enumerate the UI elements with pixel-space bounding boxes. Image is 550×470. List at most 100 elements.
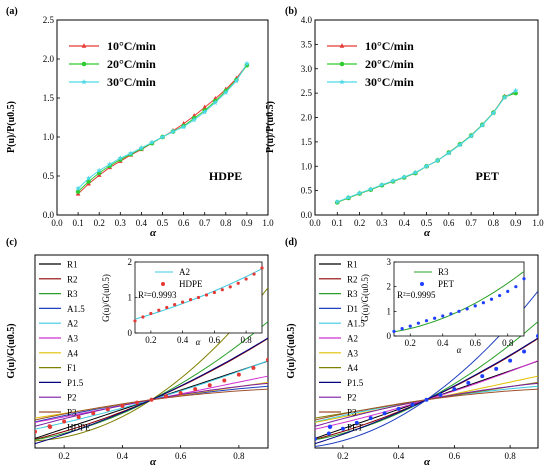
legend-marker-30°C/min [339,79,345,85]
x-axis-title-d: α [424,456,431,468]
inset-y-tick-label: 0 [128,328,133,338]
x-tick-label: 0.2 [94,218,105,228]
inset-legend-label: A2 [179,267,190,277]
inset-data-point-PET [408,324,412,328]
legend-label: 30°C/min [107,75,156,89]
data-point-PET [382,411,387,416]
data-point-30°C/min [233,77,240,84]
data-point-HDPE [193,387,198,392]
inset-x-tick-label: 0.6 [470,338,482,348]
inset-data-point-HDPE [173,303,177,307]
x-axis-title-a: α [150,227,157,239]
legend-label: A4 [347,363,358,373]
x-tick-label: 0.0 [309,218,321,228]
inset-legend-marker [161,282,165,286]
data-point-HDPE [35,429,37,434]
data-point-PET [480,374,485,379]
y-tick-label: 1.5 [301,137,313,147]
plot-frame-a [56,19,269,216]
data-point-30°C/min [85,175,92,181]
x-axis-title-c: α [150,456,157,468]
data-point-PET [410,402,415,407]
legend-label: HDPE [67,422,91,432]
inset-data-point-PET [522,277,526,281]
data-point-30°C/min [490,110,497,116]
inset-y-tick-label: 2 [128,257,133,267]
inset-data-point-PET [424,319,429,323]
y-tick-label: 0.5 [43,171,55,181]
x-tick-label: 0.9 [510,218,522,228]
series-line-10°C/min [337,91,516,203]
x-tick-label: 0.8 [220,218,232,228]
y-tick-label: 0.5 [301,186,313,196]
legend-label: A3 [347,348,358,358]
inset-x-tick-label: 0.2 [145,335,156,345]
inset-x-tick-label: 0.6 [209,335,221,345]
inset-data-point-HDPE [157,308,161,312]
inset-x-tick-label: 0.8 [502,338,514,348]
legend-marker-20°C/min [81,61,87,67]
data-point-30°C/min [159,134,166,140]
inset-data-point-PET [506,289,510,293]
series-line-30°C/min [337,90,516,203]
inset-data-point-PET [449,312,453,316]
legend-label: R2 [347,274,358,284]
x-tick-label: 0.5 [157,218,169,228]
y-tick-label: 2.5 [43,15,55,25]
data-point-HDPE [236,372,241,377]
x-axis-title-b: α [424,227,431,239]
inset-data-point-PET [392,329,396,333]
x-tick-label: 0.6 [175,451,187,461]
data-point-30°C/min [468,133,474,139]
plot-frame-b [314,19,539,216]
inset-legend-label: R3 [438,267,449,277]
x-tick-label: 0.1 [332,218,343,228]
y-tick-label: 1.0 [43,132,55,142]
x-tick-label: 0.3 [376,218,388,228]
inset-y-tick-label: 0 [387,331,392,341]
legend-d: R1 R2 R3 D1 A1.5 A2 A3 A4 P1.5 P2 P3 PET [319,260,365,432]
data-point-30°C/min [334,198,341,205]
y-axis-title-a: P(u)/P(u0.5) [6,101,17,153]
data-point-30°C/min [223,89,229,95]
legend-label: PET [347,422,364,432]
data-point-30°C/min [75,185,81,191]
data-point-HDPE [134,400,139,405]
data-point-10°C/min [202,104,207,110]
inset-y-axis-title: G(u)/G(u0.5) [101,274,111,322]
x-tick-label: 0.7 [465,218,477,228]
inset-data-point-HDPE [212,290,216,295]
inset-data-point-PET [498,293,502,298]
x-tick-label: 0.7 [199,218,211,228]
panel-label-a: (a) [6,6,18,17]
x-tick-label: 0.6 [449,451,461,461]
legend-c: R1 R2 R3 A1.5 A2 A3 A4 F1 P1.5 P2 P3 HDPE [39,260,91,432]
data-point-30°C/min [390,177,396,184]
inset-legend-label: HDPE [179,279,203,289]
panel-d: (d)0.2 0.4 0.6 0.8αG(u)/G(u0.5)R1R2R3D1A1.5… [285,237,539,468]
sample-annotation-b: PET [476,169,499,183]
inset-x-axis-title: α [196,337,201,347]
legend-a: 10°C/min 20°C/min 30°C/min [69,39,156,89]
inset-data-point-HDPE [228,285,232,289]
inset-data-point-PET [514,285,518,289]
data-point-30°C/min [244,60,250,67]
legend-label: A4 [67,348,78,358]
data-point-HDPE [62,419,67,424]
x-tick-label: 0.6 [443,218,455,228]
x-tick-label: 0.8 [233,451,245,461]
data-point-HDPE [266,357,268,362]
data-point-30°C/min [191,116,197,123]
data-point-HDPE [222,378,227,383]
legend-marker-20°C/min [339,61,345,67]
inset-x-tick-label: 0.8 [241,335,253,345]
data-point-30°C/min [367,186,374,192]
inset-y-tick-label: 1 [128,293,133,303]
inset-x-tick-label: 0.2 [405,338,416,348]
inset-data-point-PET [473,304,477,308]
data-point-PET [315,436,317,441]
inset-data-point-HDPE [181,300,185,304]
inset-data-point-PET [465,307,469,311]
legend-marker-30°C/min [81,79,87,85]
legend-label: R1 [347,260,358,270]
